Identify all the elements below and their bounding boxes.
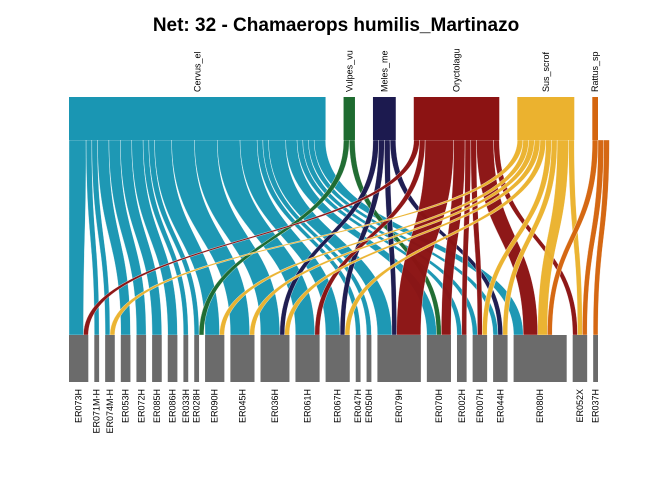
low-nodes-layer: [69, 335, 598, 382]
low-node-er086h: [167, 335, 178, 382]
low-node-label-er037h: ER037H: [591, 389, 601, 423]
high-node-sus-scrof: [517, 97, 575, 140]
low-node-label-er073h: ER073H: [74, 389, 84, 423]
low-labels-layer: ER073H ER071M-H ER074M-H ER053H ER072H ER085H…: [74, 389, 601, 434]
low-node-er050h: [366, 335, 372, 382]
low-node-er053h: [120, 335, 131, 382]
high-node-vulpes-vu: [343, 97, 355, 140]
high-node-label-oryctolagu: Oryctolagu: [452, 48, 462, 92]
low-node-er073h: [69, 335, 89, 382]
low-node-er036h: [260, 335, 290, 382]
low-node-label-er090h: ER090H: [210, 389, 220, 423]
chart-title: Net: 32 - Chamaerops humilis_Martinazo: [153, 15, 519, 36]
low-node-label-er033h: ER033H: [181, 389, 191, 423]
low-node-er067h: [325, 335, 350, 382]
low-node-label-er079h: ER079H: [394, 389, 404, 423]
low-node-er071m-h: [94, 335, 100, 382]
link-oryctolagu-er070h: [441, 139, 466, 336]
low-node-label-er028h: ER028H: [192, 389, 202, 423]
high-node-meles-me: [372, 97, 396, 140]
low-node-er047h: [355, 335, 361, 382]
low-node-er080h: [513, 335, 567, 382]
low-node-er044h: [493, 335, 508, 382]
low-node-er033h: [183, 335, 189, 382]
low-node-er085h: [152, 335, 162, 382]
low-node-label-er052x: ER052X: [575, 389, 585, 423]
low-node-er037h: [593, 335, 598, 382]
high-node-label-meles-me: Meles_me: [379, 50, 389, 92]
low-node-er045h: [230, 335, 255, 382]
low-node-er074m-h: [105, 335, 115, 382]
low-node-label-er070h: ER070H: [434, 389, 444, 423]
high-node-rattus-sp: [592, 97, 598, 140]
low-node-label-er053h: ER053H: [121, 389, 131, 423]
low-node-label-er061h: ER061H: [303, 389, 313, 423]
low-node-label-er045h: ER045H: [237, 389, 247, 423]
low-node-er007h: [472, 335, 488, 382]
link-cervus-el-er073h: [68, 139, 87, 336]
low-node-label-er047h: ER047H: [353, 389, 363, 423]
high-node-label-cervus-el: Cervus_el: [192, 51, 202, 92]
high-node-label-rattus-sp: Rattus_sp: [590, 51, 600, 92]
low-node-label-er050h: ER050H: [364, 389, 374, 423]
high-node-oryctolagu: [413, 97, 500, 140]
high-node-label-sus-scrof: Sus_scrof: [541, 51, 551, 92]
low-node-er028h: [194, 335, 200, 382]
high-labels-layer: Cervus_el Vulpes_vu Meles_me Oryctolagu Sus_…: [192, 48, 600, 92]
low-node-label-er002h: ER002H: [457, 389, 467, 423]
low-node-label-er080h: ER080H: [535, 389, 545, 423]
link-oryctolagu-er079h: [396, 139, 454, 336]
high-node-cervus-el: [69, 97, 326, 140]
link-cervus-el-er072h: [108, 139, 147, 336]
low-node-er072h: [136, 335, 147, 382]
low-node-label-er007h: ER007H: [475, 389, 485, 423]
low-node-label-er074m-h: ER074M-H: [105, 389, 115, 434]
link-vulpes-vu-er028h: [198, 139, 350, 336]
low-node-er052x: [572, 335, 588, 382]
low-node-label-er072h: ER072H: [136, 389, 146, 423]
low-node-label-er067h: ER067H: [333, 389, 343, 423]
high-node-label-vulpes-vu: Vulpes_vu: [344, 50, 354, 92]
low-node-er090h: [205, 335, 225, 382]
links-layer: [68, 139, 610, 336]
low-node-er002h: [456, 335, 467, 382]
low-node-label-er085h: ER085H: [152, 389, 162, 423]
low-node-label-er044h: ER044H: [495, 389, 505, 423]
low-node-er079h: [377, 335, 421, 382]
low-node-label-er086h: ER086H: [168, 389, 178, 423]
low-node-er061h: [295, 335, 320, 382]
low-node-er070h: [426, 335, 451, 382]
high-nodes-layer: [69, 97, 598, 140]
low-node-label-er036h: ER036H: [270, 389, 280, 423]
low-node-label-er071m-h: ER071M-H: [92, 389, 102, 434]
link-cervus-el-er086h: [131, 139, 178, 336]
link-cervus-el-er047h: [256, 139, 361, 336]
